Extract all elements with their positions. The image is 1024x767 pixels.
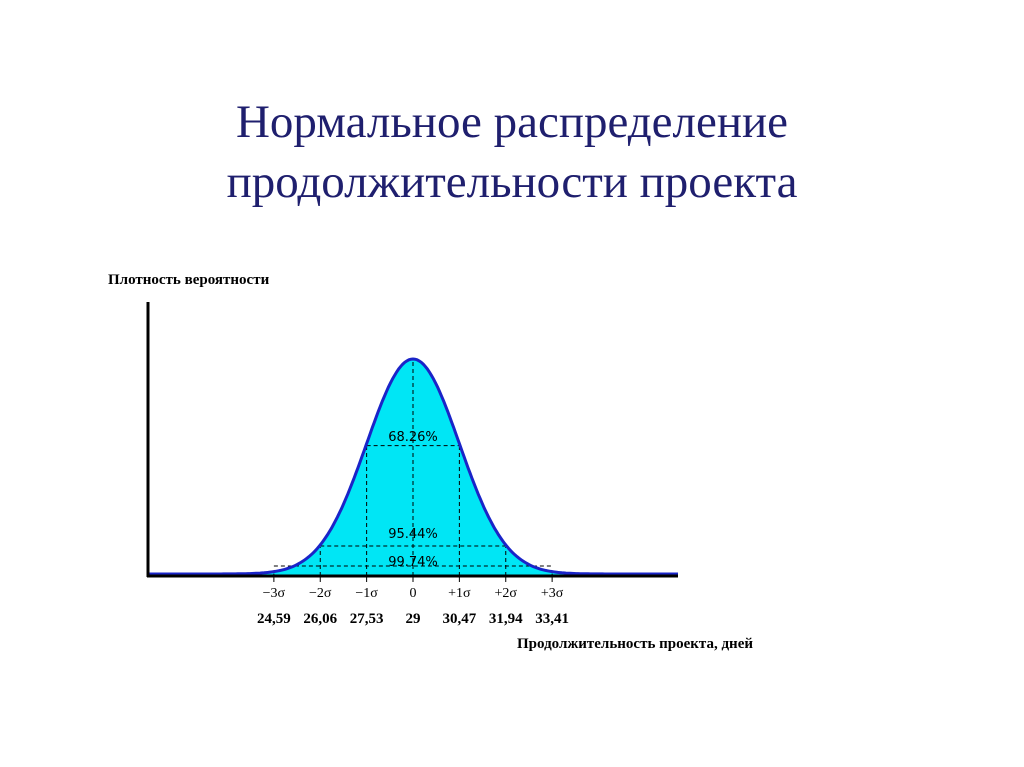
interval-label-0: 68.26%	[388, 430, 438, 445]
slide-title: Нормальное распределение продолжительнос…	[0, 92, 1024, 212]
tick-value-label-5: 31,94	[489, 611, 523, 627]
interval-label-1: 95.44%	[388, 527, 438, 542]
slide-title-line-2: продолжительности проекта	[226, 156, 798, 208]
tick-value-label-6: 33,41	[535, 611, 569, 627]
tick-sigma-label-0: −3σ	[263, 586, 286, 601]
density-curve	[148, 357, 678, 576]
slide-title-line-1: Нормальное распределение	[235, 96, 789, 148]
interval-label-2: 99.74%	[388, 555, 438, 570]
tick-sigma-label-5: +2σ	[495, 586, 518, 601]
tick-sigma-label-4: +1σ	[448, 586, 471, 601]
tick-sigma-label-3: 0	[410, 586, 417, 601]
tick-sigma-label-6: +3σ	[541, 586, 564, 601]
tick-sigma-label-1: −2σ	[309, 586, 332, 601]
tick-value-label-0: 24,59	[257, 611, 291, 627]
tick-value-label-1: 26,06	[303, 611, 337, 627]
x-axis-label: Продолжительность проекта, дней	[517, 636, 753, 652]
y-axis-label: Плотность вероятности	[108, 272, 270, 288]
tick-value-label-4: 30,47	[443, 611, 477, 627]
tick-value-label-3: 29	[406, 611, 421, 627]
tick-value-label-2: 27,53	[350, 611, 384, 627]
tick-sigma-label-2: −1σ	[355, 586, 378, 601]
